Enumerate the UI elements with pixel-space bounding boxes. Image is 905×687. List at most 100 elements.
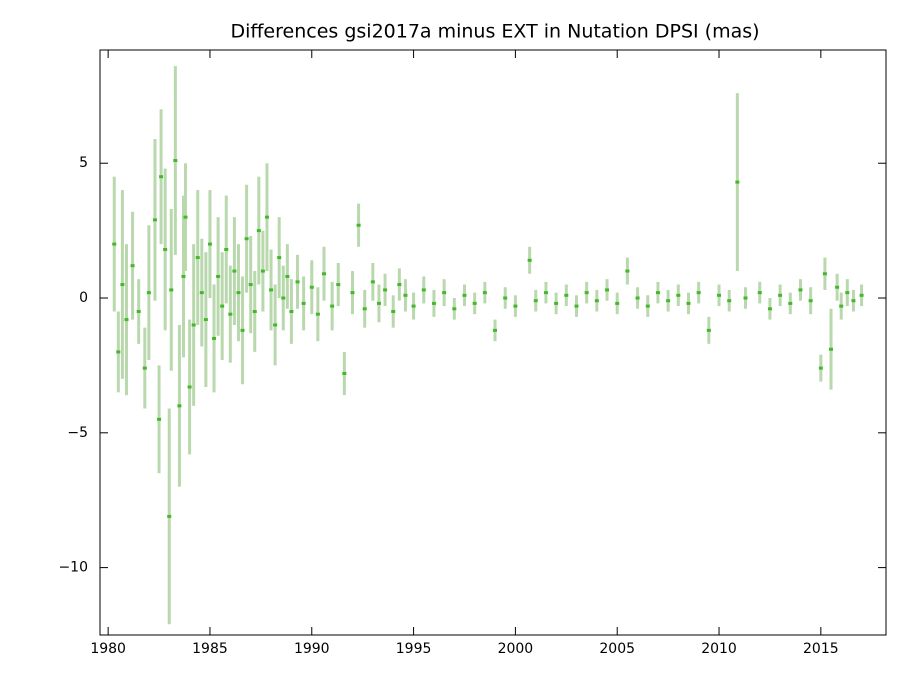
point [798,288,803,292]
point [336,283,341,287]
x-tick-label: 1980 [90,641,126,657]
point [146,291,151,295]
point [818,366,823,370]
point [676,293,681,297]
point [248,283,253,287]
point [277,256,282,260]
point [391,309,396,313]
point [187,385,192,389]
point [839,304,844,308]
point [157,417,162,421]
point [696,291,701,295]
point [462,293,467,297]
point [845,291,850,295]
chart-title: Differences gsi2017a minus EXT in Nutati… [230,21,759,43]
point [252,309,257,313]
plot-frame [99,49,887,636]
point [309,285,314,289]
point [195,256,200,260]
x-tick-label: 2015 [803,641,839,657]
point [383,288,388,292]
point [330,304,335,308]
point [635,296,640,300]
point [594,299,599,303]
point [431,301,436,305]
point [757,291,762,295]
point [236,291,241,295]
point [735,180,740,184]
point [574,304,579,308]
point [859,293,864,297]
y-tick-label: −10 [58,560,88,576]
point [244,237,249,241]
x-tick-label: 1990 [294,641,330,657]
y-tick-label: 0 [79,290,88,306]
point [493,328,498,332]
point [159,175,164,179]
point [199,291,204,295]
point [452,307,457,311]
point [362,307,367,311]
point [130,264,135,268]
point [191,323,196,327]
point [482,291,487,295]
point [370,280,375,284]
point [256,229,261,233]
point [727,299,732,303]
point [743,296,748,300]
point [808,299,813,303]
point [788,301,793,305]
point [615,301,620,305]
point [181,274,186,278]
point [411,304,416,308]
point [376,301,381,305]
x-tick-label: 1995 [396,641,432,657]
point [220,304,225,308]
point [513,304,518,308]
point [315,312,320,316]
point [321,272,326,276]
point [829,347,834,351]
y-tick-label: 5 [79,155,88,171]
point [301,301,306,305]
point [167,514,172,518]
point [605,288,610,292]
point [289,309,294,313]
point [177,404,182,408]
point [625,269,630,273]
point [835,285,840,289]
point [706,328,711,332]
point [717,293,722,297]
point [655,291,660,295]
y-tick-label: −5 [67,425,88,441]
point [163,247,168,251]
point [554,301,559,305]
point [342,372,347,376]
point [421,288,426,292]
point [397,283,402,287]
point [503,296,508,300]
point [173,159,178,163]
point [851,299,856,303]
point [472,301,477,305]
point [281,296,286,300]
point [232,269,237,273]
point [136,309,141,313]
point [822,272,827,276]
point [142,366,147,370]
point [686,301,691,305]
point [260,269,265,273]
point [527,258,532,262]
point [273,323,278,327]
point [212,336,217,340]
point [207,242,212,246]
point [269,288,274,292]
point [564,293,569,297]
x-tick-label: 2005 [599,641,635,657]
point [240,328,245,332]
point [216,274,221,278]
point [228,312,233,316]
point [350,291,355,295]
